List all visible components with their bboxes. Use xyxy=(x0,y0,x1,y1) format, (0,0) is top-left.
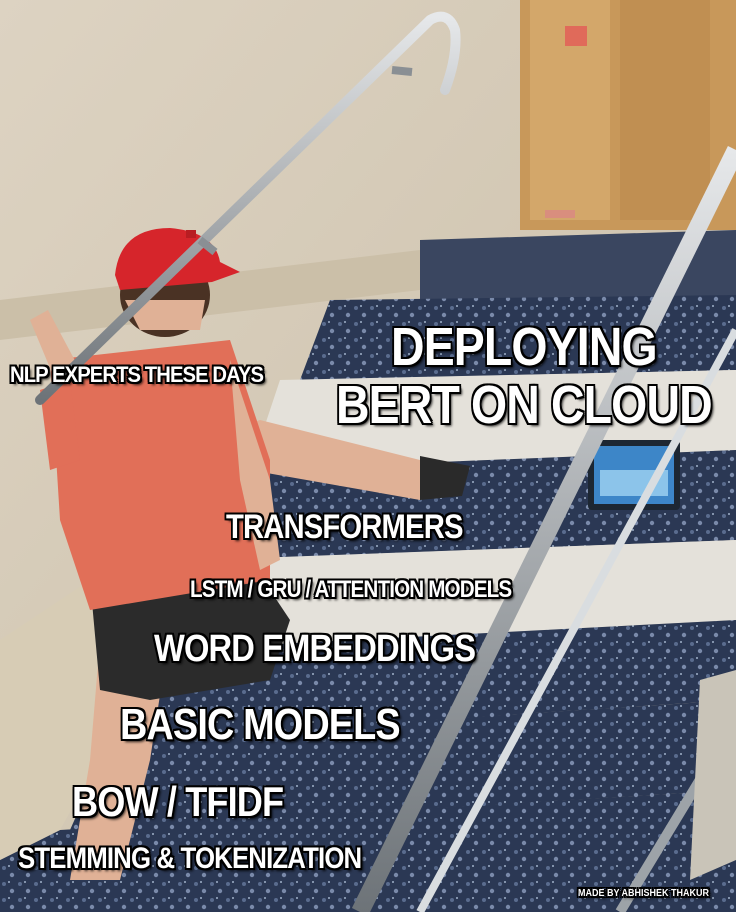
goal-caption-line-2: BERT ON CLOUD xyxy=(336,375,713,435)
step-stemming-tokenization: STEMMING & TOKENIZATION xyxy=(18,842,362,875)
nlp-experts-caption: NLP EXPERTS THESE DAYS xyxy=(10,362,264,387)
goal-caption: DEPLOYING BERT ON CLOUD xyxy=(336,317,713,435)
step-transformers: TRANSFORMERS xyxy=(226,508,463,546)
credit-caption: MADE BY ABHISHEK THAKUR xyxy=(578,888,710,899)
step-lstm-gru-attention: LSTM / GRU / ATTENTION MODELS xyxy=(190,576,512,603)
door xyxy=(520,0,736,230)
step-word-embeddings: WORD EMBEDDINGS xyxy=(154,628,476,670)
handrails xyxy=(35,11,736,912)
person xyxy=(30,228,470,880)
step-basic-models: BASIC MODELS xyxy=(120,700,401,749)
goal-caption-line-1: DEPLOYING xyxy=(391,317,658,377)
step-bow-tfidf: BOW / TFIDF xyxy=(72,778,284,825)
